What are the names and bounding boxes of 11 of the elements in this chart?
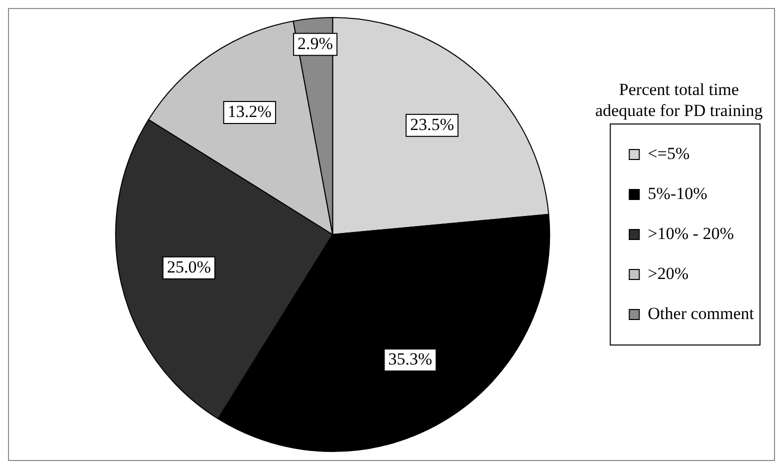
legend-label: <=5%: [648, 144, 690, 163]
legend-label: 5%-10%: [648, 184, 708, 203]
data-label: 35.3%: [388, 350, 432, 368]
legend-title: Percent total time adequate for PD training: [594, 79, 764, 121]
data-label: 23.5%: [410, 114, 454, 134]
data-label: 13.2%: [228, 102, 272, 121]
legend-label: Other comment: [648, 304, 754, 323]
data-label: 2.9%: [298, 34, 333, 53]
legend-label: >10% - 20%: [648, 224, 734, 243]
data-label: 25.0%: [166, 257, 211, 276]
legend-label: >20%: [648, 264, 689, 283]
